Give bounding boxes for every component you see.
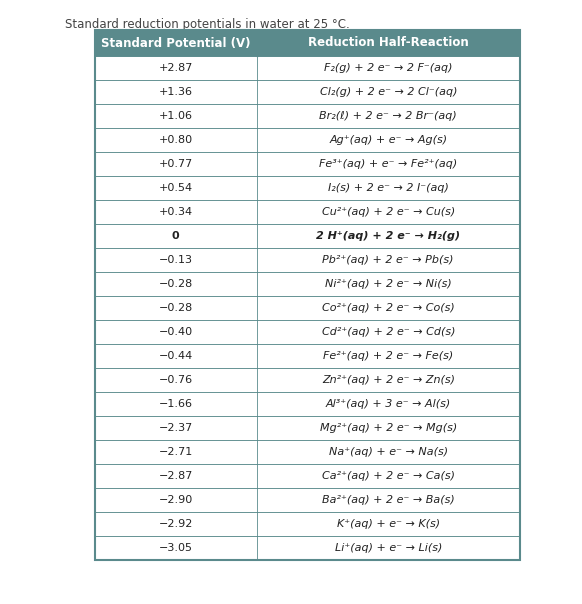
Text: Reduction Half-Reaction: Reduction Half-Reaction (308, 36, 469, 50)
Bar (95, 272, 520, 296)
Text: 0: 0 (172, 231, 180, 241)
Bar (95, 200, 520, 224)
Bar (95, 512, 520, 536)
Text: Ba²⁺(aq) + 2 e⁻ → Ba(s): Ba²⁺(aq) + 2 e⁻ → Ba(s) (322, 495, 455, 505)
Text: I₂(s) + 2 e⁻ → 2 I⁻(aq): I₂(s) + 2 e⁻ → 2 I⁻(aq) (328, 183, 449, 193)
Bar (95, 368, 520, 392)
Text: Ca²⁺(aq) + 2 e⁻ → Ca(s): Ca²⁺(aq) + 2 e⁻ → Ca(s) (322, 471, 455, 481)
Text: +2.87: +2.87 (158, 63, 193, 73)
Text: Cl₂(g) + 2 e⁻ → 2 Cl⁻(aq): Cl₂(g) + 2 e⁻ → 2 Cl⁻(aq) (320, 87, 457, 97)
Bar (95, 488, 520, 512)
Text: F₂(g) + 2 e⁻ → 2 F⁻(aq): F₂(g) + 2 e⁻ → 2 F⁻(aq) (324, 63, 452, 73)
Bar (95, 320, 520, 344)
Bar (95, 176, 520, 200)
Text: −2.92: −2.92 (158, 519, 193, 529)
Bar (95, 80, 520, 104)
Text: Cu²⁺(aq) + 2 e⁻ → Cu(s): Cu²⁺(aq) + 2 e⁻ → Cu(s) (322, 207, 455, 217)
Text: −0.76: −0.76 (159, 375, 193, 385)
Bar (95, 296, 520, 320)
Text: K⁺(aq) + e⁻ → K(s): K⁺(aq) + e⁻ → K(s) (337, 519, 440, 529)
Text: Ni²⁺(aq) + 2 e⁻ → Ni(s): Ni²⁺(aq) + 2 e⁻ → Ni(s) (325, 279, 452, 289)
Text: −0.44: −0.44 (159, 351, 193, 361)
Text: Zn²⁺(aq) + 2 e⁻ → Zn(s): Zn²⁺(aq) + 2 e⁻ → Zn(s) (322, 375, 455, 385)
Bar (95, 248, 520, 272)
Bar (95, 30, 520, 560)
Text: Cd²⁺(aq) + 2 e⁻ → Cd(s): Cd²⁺(aq) + 2 e⁻ → Cd(s) (321, 327, 455, 337)
Bar (95, 30, 520, 56)
Text: −2.37: −2.37 (159, 423, 193, 433)
Text: Na⁺(aq) + e⁻ → Na(s): Na⁺(aq) + e⁻ → Na(s) (329, 447, 448, 457)
Text: Fe²⁺(aq) + 2 e⁻ → Fe(s): Fe²⁺(aq) + 2 e⁻ → Fe(s) (323, 351, 453, 361)
Text: Standard Potential (V): Standard Potential (V) (101, 36, 250, 50)
Text: −0.13: −0.13 (159, 255, 193, 265)
Text: +1.06: +1.06 (159, 111, 193, 121)
Text: +0.77: +0.77 (159, 159, 193, 169)
Text: −0.28: −0.28 (159, 303, 193, 313)
Text: 2 H⁺(aq) + 2 e⁻ → H₂(g): 2 H⁺(aq) + 2 e⁻ → H₂(g) (316, 231, 460, 241)
Bar (95, 344, 520, 368)
Text: +0.34: +0.34 (159, 207, 193, 217)
Bar (95, 416, 520, 440)
Text: +0.80: +0.80 (159, 135, 193, 145)
Bar (95, 128, 520, 152)
Bar (95, 224, 520, 248)
Text: +1.36: +1.36 (159, 87, 193, 97)
Text: Fe³⁺(aq) + e⁻ → Fe²⁺(aq): Fe³⁺(aq) + e⁻ → Fe²⁺(aq) (319, 159, 457, 169)
Text: −0.28: −0.28 (159, 279, 193, 289)
Text: Pb²⁺(aq) + 2 e⁻ → Pb(s): Pb²⁺(aq) + 2 e⁻ → Pb(s) (322, 255, 454, 265)
Text: −1.66: −1.66 (159, 399, 193, 409)
Text: Li⁺(aq) + e⁻ → Li(s): Li⁺(aq) + e⁻ → Li(s) (335, 543, 442, 553)
Text: Br₂(ℓ) + 2 e⁻ → 2 Br⁻(aq): Br₂(ℓ) + 2 e⁻ → 2 Br⁻(aq) (320, 111, 457, 121)
Bar (95, 440, 520, 464)
Text: −0.40: −0.40 (159, 327, 193, 337)
Text: −2.87: −2.87 (158, 471, 193, 481)
Bar (95, 464, 520, 488)
Bar (95, 536, 520, 560)
Text: Al³⁺(aq) + 3 e⁻ → Al(s): Al³⁺(aq) + 3 e⁻ → Al(s) (325, 399, 451, 409)
Text: Co²⁺(aq) + 2 e⁻ → Co(s): Co²⁺(aq) + 2 e⁻ → Co(s) (322, 303, 455, 313)
Text: Ag⁺(aq) + e⁻ → Ag(s): Ag⁺(aq) + e⁻ → Ag(s) (329, 135, 448, 145)
Text: Mg²⁺(aq) + 2 e⁻ → Mg(s): Mg²⁺(aq) + 2 e⁻ → Mg(s) (320, 423, 457, 433)
Bar (95, 392, 520, 416)
Bar (95, 56, 520, 80)
Text: −3.05: −3.05 (159, 543, 193, 553)
Text: −2.90: −2.90 (159, 495, 193, 505)
Text: −2.71: −2.71 (159, 447, 193, 457)
Bar (95, 104, 520, 128)
Text: +0.54: +0.54 (159, 183, 193, 193)
Text: Standard reduction potentials in water at 25 °C.: Standard reduction potentials in water a… (65, 18, 350, 31)
Bar (95, 152, 520, 176)
